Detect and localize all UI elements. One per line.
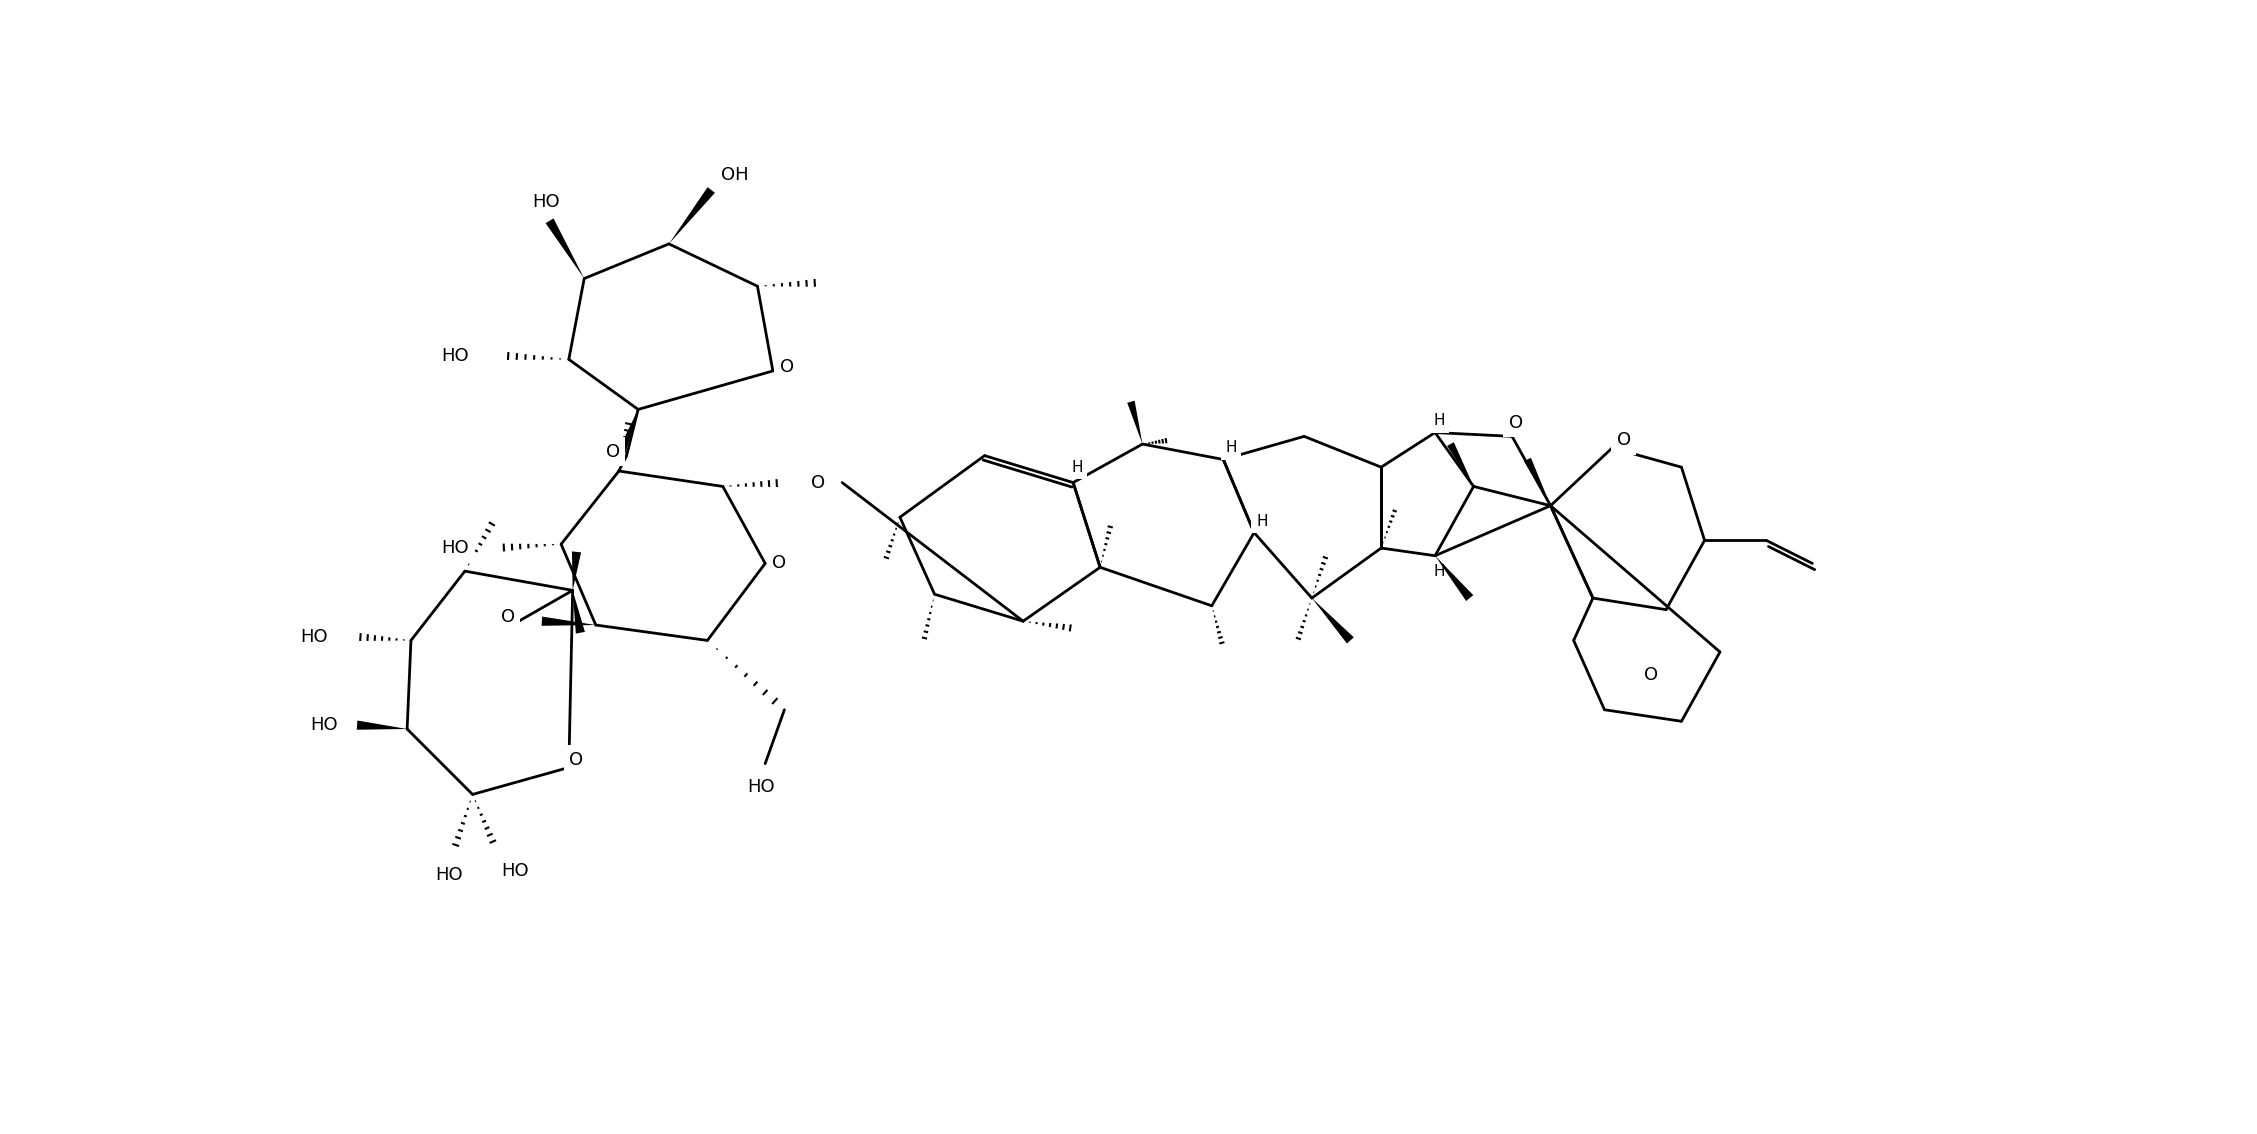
Polygon shape — [614, 409, 639, 462]
Text: O: O — [810, 474, 826, 491]
Polygon shape — [668, 187, 715, 244]
Text: O: O — [1616, 431, 1632, 449]
Polygon shape — [573, 591, 585, 634]
Text: HO: HO — [501, 863, 528, 880]
Text: O: O — [779, 358, 794, 376]
Text: HO: HO — [747, 778, 774, 796]
Text: H: H — [1226, 440, 1237, 456]
Text: O: O — [1510, 414, 1523, 432]
Text: H: H — [1257, 514, 1268, 528]
Text: H: H — [1072, 459, 1083, 475]
Text: HO: HO — [440, 539, 469, 557]
Text: O: O — [501, 608, 515, 626]
Text: O: O — [605, 442, 621, 460]
Text: OH: OH — [720, 166, 747, 184]
Text: O: O — [569, 751, 585, 769]
Text: HO: HO — [440, 347, 469, 364]
Polygon shape — [1447, 442, 1474, 486]
Text: H: H — [1433, 564, 1444, 578]
Text: O: O — [1643, 666, 1657, 684]
Polygon shape — [1523, 458, 1551, 506]
Text: O: O — [772, 555, 785, 573]
Polygon shape — [571, 551, 580, 591]
Text: HO: HO — [300, 627, 327, 645]
Text: HO: HO — [309, 717, 339, 734]
Polygon shape — [357, 720, 406, 730]
Text: H: H — [1433, 414, 1444, 429]
Polygon shape — [1311, 598, 1354, 643]
Polygon shape — [546, 219, 585, 279]
Polygon shape — [542, 617, 596, 626]
Text: HO: HO — [533, 193, 560, 211]
Polygon shape — [1126, 400, 1142, 445]
Polygon shape — [1435, 556, 1474, 601]
Text: HO: HO — [436, 866, 463, 885]
